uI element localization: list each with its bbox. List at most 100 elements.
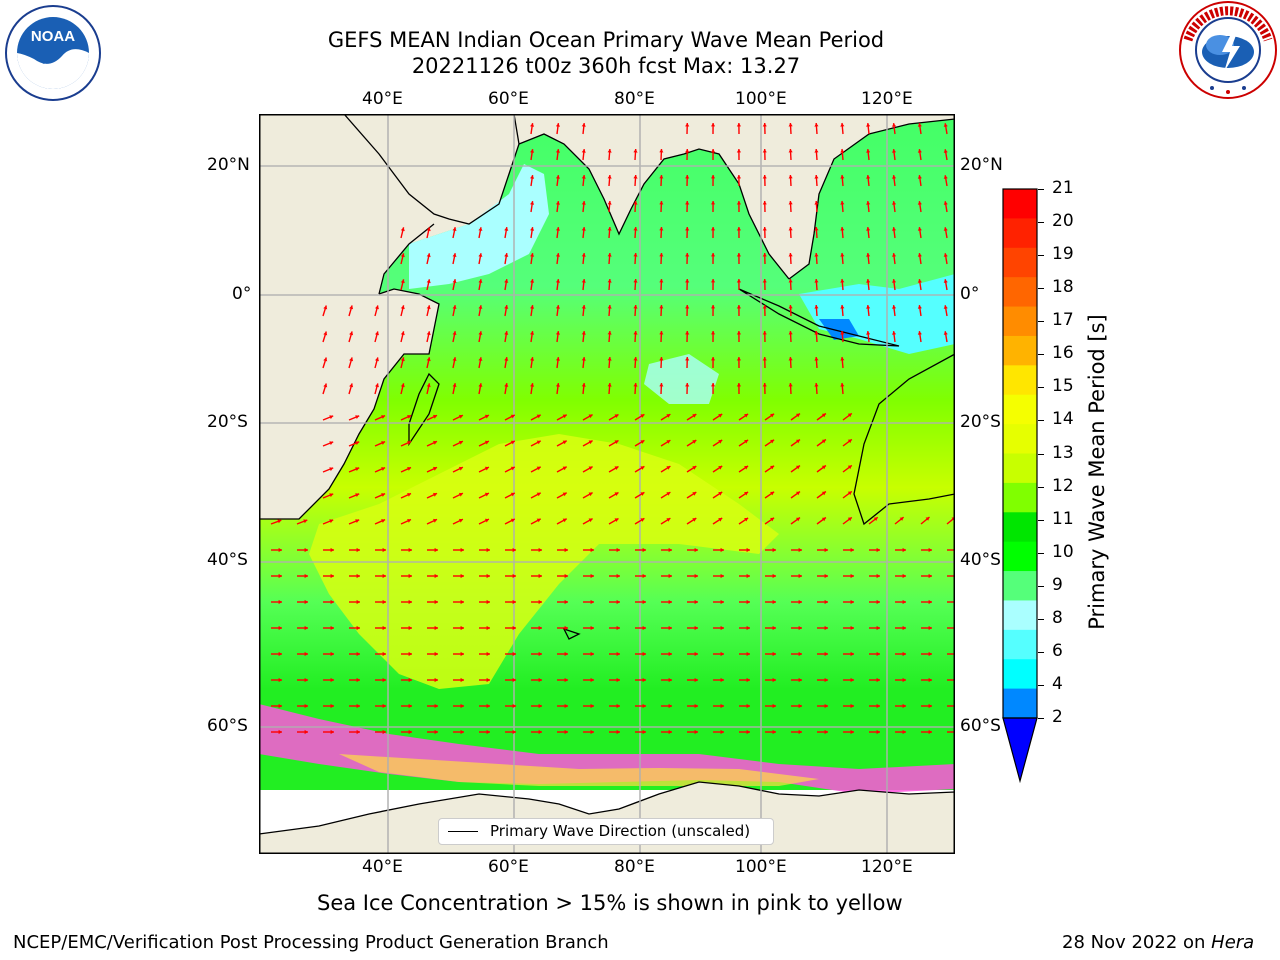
direction-arrowhead: [798, 677, 802, 683]
direction-arrowhead: [381, 415, 386, 419]
direction-arrowhead: [486, 573, 490, 579]
direction-arrowhead: [426, 253, 431, 258]
lon-tick-top-5: 120°E: [861, 89, 913, 109]
direction-arrowhead: [375, 383, 379, 388]
direction-arrowhead: [762, 279, 767, 283]
colorbar-extend-min: [1002, 717, 1038, 784]
colorbar-tick-label: 14: [1052, 409, 1074, 430]
colorbar-tick-label: 13: [1052, 442, 1074, 463]
direction-arrowhead: [917, 123, 922, 127]
direction-arrowhead: [426, 357, 431, 362]
direction-arrowhead: [616, 573, 620, 579]
map-frame: [259, 114, 955, 854]
direction-arrowhead: [772, 651, 776, 657]
colorbar: [1002, 188, 1038, 784]
colorbar-frame: [1002, 188, 1038, 719]
direction-arrowhead: [408, 677, 412, 683]
colorbar-label: Primary Wave Mean Period [s]: [1085, 314, 1109, 630]
direction-arrowhead: [847, 439, 852, 444]
footer-right: 28 Nov 2022 on Hera: [1062, 932, 1254, 953]
direction-arrowhead: [744, 517, 749, 522]
direction-arrowhead: [824, 599, 828, 605]
direction-arrowhead: [607, 279, 612, 283]
direction-arrowhead: [685, 383, 690, 387]
direction-arrowhead: [564, 677, 568, 683]
direction-arrowhead: [588, 466, 593, 471]
direction-arrowhead: [304, 677, 308, 683]
direction-arrowhead: [902, 729, 906, 735]
direction-arrowhead: [824, 625, 828, 631]
direction-arrowhead: [434, 547, 438, 553]
direction-arrowhead: [530, 149, 535, 153]
direction-arrowhead: [685, 175, 690, 179]
direction-arrowhead: [711, 149, 716, 153]
direction-arrowhead: [866, 253, 871, 257]
direction-arrowhead: [925, 517, 930, 521]
direction-arrowhead: [512, 677, 516, 683]
lon-tick-bottom-3: 80°E: [614, 857, 655, 877]
legend-line-swatch: [448, 831, 478, 832]
direction-arrowhead: [304, 651, 308, 657]
direction-arrowhead: [762, 227, 767, 231]
colorbar-segment: [1003, 247, 1037, 278]
direction-arrowhead: [746, 625, 750, 631]
direction-arrowhead: [917, 201, 922, 205]
colorbar-segment: [1003, 600, 1037, 631]
direction-arrowhead: [555, 227, 560, 231]
direction-arrowhead: [876, 677, 880, 683]
direction-arrowhead: [504, 357, 509, 361]
direction-arrowhead: [866, 149, 871, 153]
direction-arrowhead: [564, 547, 568, 553]
direction-arrowhead: [917, 331, 922, 335]
direction-arrowhead: [530, 175, 535, 179]
colorbar-tick-mark: [1038, 189, 1044, 190]
direction-arrowhead: [736, 201, 741, 205]
direction-arrowhead: [685, 253, 690, 257]
colorbar-tick-mark: [1038, 387, 1044, 389]
direction-arrowhead: [796, 465, 800, 470]
direction-arrowhead: [400, 357, 405, 362]
direction-arrowhead: [581, 383, 586, 387]
direction-arrowhead: [824, 573, 828, 579]
direction-arrowhead: [788, 383, 793, 387]
sea-ice-note: Sea Ice Concentration > 15% is shown in …: [317, 891, 903, 915]
direction-arrowhead: [814, 227, 819, 231]
direction-arrowhead: [642, 677, 646, 683]
direction-arrowhead: [616, 599, 620, 605]
direction-arrowhead: [917, 175, 922, 179]
direction-arrowhead: [814, 201, 819, 205]
direction-arrowhead: [434, 729, 438, 735]
direction-arrowhead: [798, 625, 802, 631]
direction-arrowhead: [400, 331, 405, 336]
direction-arrowhead: [694, 729, 698, 735]
direction-arrowhead: [668, 703, 672, 709]
direction-arrowhead: [642, 547, 646, 553]
direction-arrowhead: [616, 729, 620, 735]
direction-arrowhead: [512, 599, 516, 605]
direction-arrowhead: [408, 625, 412, 631]
direction-arrowhead: [633, 305, 638, 309]
direction-arrowhead: [484, 492, 489, 497]
direction-arrowhead: [304, 625, 308, 631]
short-period-equator: [644, 354, 719, 404]
direction-arrowhead: [356, 547, 360, 553]
direction-arrowhead: [590, 729, 594, 735]
direction-arrowhead: [943, 331, 948, 335]
direction-arrowhead: [796, 491, 800, 496]
direction-arrowhead: [788, 149, 793, 153]
direction-arrowhead: [746, 729, 750, 735]
direction-arrowhead: [840, 383, 845, 387]
direction-arrowhead: [850, 651, 854, 657]
direction-arrowhead: [349, 357, 354, 362]
direction-arrowhead: [711, 201, 716, 205]
direction-arrowhead: [304, 599, 308, 605]
direction-arrowhead: [788, 357, 793, 361]
colorbar-tick-label: 19: [1052, 244, 1074, 265]
direction-arrowhead: [504, 383, 509, 387]
direction-arrowhead: [917, 279, 922, 283]
direction-arrowhead: [486, 703, 490, 709]
direction-arrowhead: [562, 466, 567, 471]
direction-arrowhead: [928, 599, 932, 605]
direction-arrowhead: [943, 175, 948, 179]
noaa-logo-text: NOAA: [31, 28, 75, 45]
